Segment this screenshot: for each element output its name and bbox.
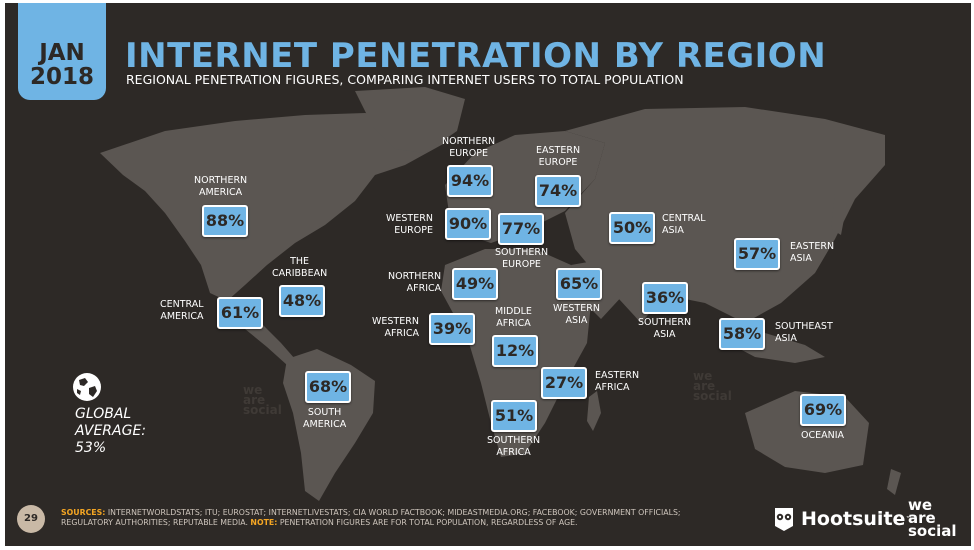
label-the-caribbean: THE CARIBBEAN [272,256,328,279]
date-month: JAN [39,40,85,66]
page-title: INTERNET PENETRATION BY REGION [125,36,827,76]
label-middle-africa: MIDDLE AFRICA [495,306,532,329]
sources-key: SOURCES: [61,508,106,517]
label-western-asia: WESTERN ASIA [553,303,600,326]
globe-icon [73,373,101,401]
label-northern-africa: NORTHERN AFRICA [388,271,442,294]
date-year: 2018 [29,64,94,90]
label-eastern-asia: EASTERN ASIA [790,241,835,264]
value-box-southeast-asia: 58% [719,318,765,350]
label-eastern-europe: EASTERN EUROPE [536,145,581,168]
slide: JAN 2018 INTERNET PENETRATION BY REGION … [5,3,971,546]
page-number: 29 [17,505,45,533]
note-text: PENETRATION FIGURES ARE FOR TOTAL POPULA… [277,518,578,527]
sources-note: SOURCES: INTERNETWORLDSTATS; ITU; EUROST… [61,508,701,528]
value-box-western-africa: 39% [429,313,475,345]
value-box-western-asia: 65% [556,268,602,300]
value-box-middle-africa: 12% [492,335,538,367]
label-central-america: CENTRAL AMERICA [160,299,204,322]
label-southeast-asia: SOUTHEAST ASIA [775,321,833,344]
value-box-northern-africa: 49% [452,268,498,300]
label-eastern-africa: EASTERN AFRICA [595,370,640,393]
value-box-oceania: 69% [800,394,846,426]
owl-icon [775,508,793,531]
value-box-eastern-europe: 74% [535,175,581,207]
value-box-eastern-africa: 27% [541,367,587,399]
date-badge: JAN 2018 [18,3,106,100]
value-box-southern-africa: 51% [491,400,537,432]
watermark-logo: we are social [243,383,282,417]
value-box-eastern-asia: 57% [734,238,780,270]
value-box-northern-europe: 94% [447,165,493,197]
label-western-africa: WESTERN AFRICA [372,316,419,339]
label-southern-europe: SOUTHERN EUROPE [495,247,549,270]
label-northern-america: NORTHERN AMERICA [194,175,248,198]
value-box-the-caribbean: 48% [279,285,325,317]
value-box-northern-america: 88% [202,205,248,237]
label-northern-europe: NORTHERN EUROPE [442,136,496,159]
trademark-mark: ™ [905,515,913,523]
label-southern-africa: SOUTHERN AFRICA [487,435,541,458]
hootsuite-wordmark: Hootsuite [801,508,906,530]
label-south-america: SOUTH AMERICA [303,407,347,430]
value-box-southern-europe: 77% [498,213,544,245]
hootsuite-logo: Hootsuite ™ [773,506,912,532]
global-average: GLOBAL AVERAGE: 53% [75,406,147,456]
watermark-logo: we are social [693,369,732,403]
page-subtitle: REGIONAL PENETRATION FIGURES, COMPARING … [126,72,684,87]
we-are-social-logo: we are social [908,496,957,540]
value-box-central-america: 61% [217,297,263,329]
label-oceania: OCEANIA [801,430,845,441]
sources-text: INTERNETWORLDSTATS; ITU; EUROSTAT; INTER… [61,508,681,527]
label-southern-asia: SOUTHERN ASIA [638,317,692,340]
value-box-southern-asia: 36% [642,282,688,314]
label-central-asia: CENTRAL ASIA [662,213,706,236]
value-box-western-europe: 90% [445,208,491,240]
value-box-south-america: 68% [305,371,351,403]
label-western-europe: WESTERN EUROPE [386,213,433,236]
value-box-central-asia: 50% [609,212,655,244]
note-key: NOTE: [250,518,278,527]
